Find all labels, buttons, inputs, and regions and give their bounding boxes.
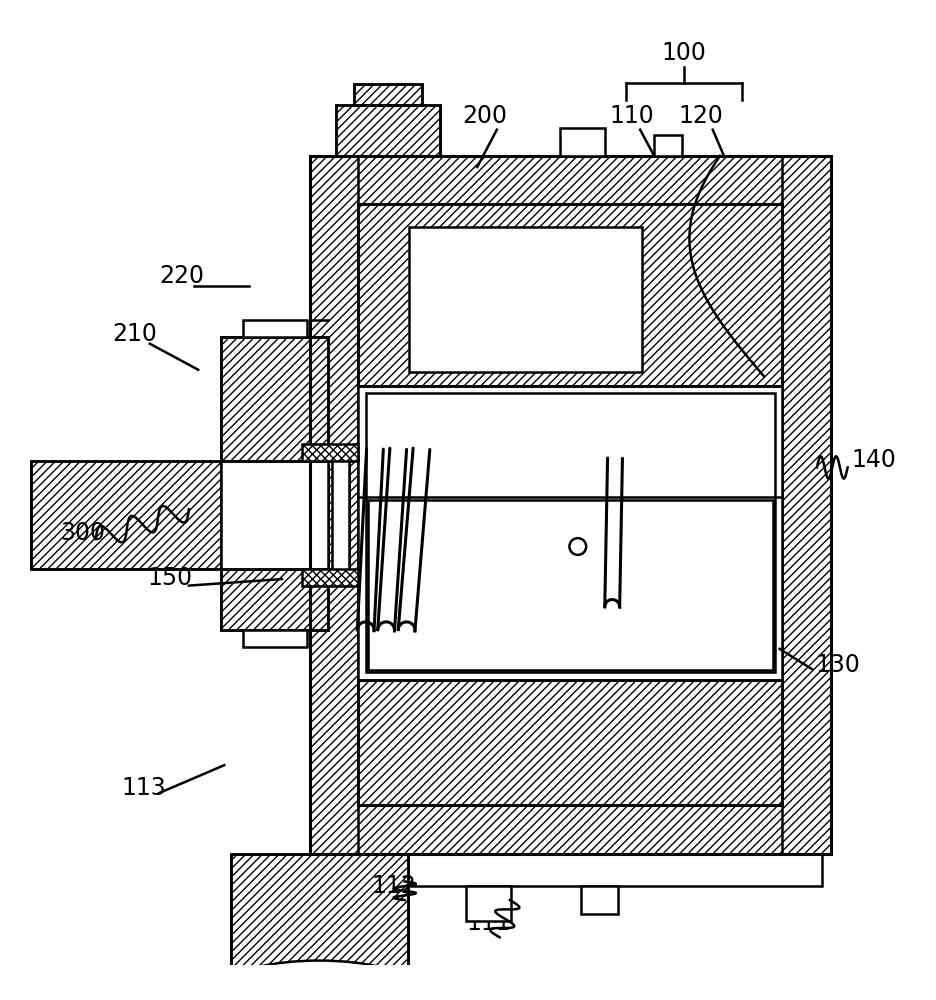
Bar <box>358 204 782 805</box>
Bar <box>302 444 358 461</box>
Bar <box>354 84 422 105</box>
Bar <box>336 105 440 156</box>
Bar <box>331 452 348 578</box>
Bar <box>222 337 329 630</box>
Bar <box>310 156 831 854</box>
Bar <box>319 854 822 886</box>
Text: 200: 200 <box>462 104 507 128</box>
Bar <box>358 680 782 805</box>
Bar <box>354 84 422 105</box>
Bar <box>310 156 831 204</box>
Bar <box>409 227 642 372</box>
Bar <box>358 386 782 680</box>
Ellipse shape <box>231 961 407 1000</box>
Bar <box>358 680 782 805</box>
Bar <box>231 854 407 984</box>
Text: 100: 100 <box>662 41 707 65</box>
Bar <box>580 886 618 914</box>
Bar <box>310 156 358 854</box>
Bar <box>222 461 329 569</box>
Bar <box>653 135 681 156</box>
Bar <box>242 630 307 647</box>
Bar <box>31 461 348 569</box>
Bar <box>222 337 329 630</box>
Bar <box>358 204 782 386</box>
Bar <box>358 204 782 386</box>
Bar <box>368 500 773 670</box>
Bar <box>242 320 307 337</box>
Text: 113: 113 <box>122 776 167 800</box>
Bar <box>782 156 831 854</box>
Bar <box>336 105 440 156</box>
Bar <box>231 854 407 984</box>
Text: 150: 150 <box>147 566 192 590</box>
Text: 112: 112 <box>372 874 416 898</box>
Text: 110: 110 <box>609 104 654 128</box>
Bar <box>222 337 329 461</box>
Bar <box>302 569 358 586</box>
Bar <box>366 393 775 672</box>
Text: 140: 140 <box>852 448 896 472</box>
Text: 111: 111 <box>466 911 511 935</box>
Bar <box>31 461 348 569</box>
Text: 210: 210 <box>112 322 157 346</box>
Circle shape <box>569 538 586 555</box>
Bar <box>222 569 329 630</box>
Bar <box>310 805 831 854</box>
Text: 120: 120 <box>679 104 723 128</box>
Text: 220: 220 <box>159 264 204 288</box>
Bar <box>466 886 511 921</box>
Text: 130: 130 <box>815 653 860 677</box>
Text: 300: 300 <box>61 521 106 545</box>
Bar <box>560 128 605 156</box>
